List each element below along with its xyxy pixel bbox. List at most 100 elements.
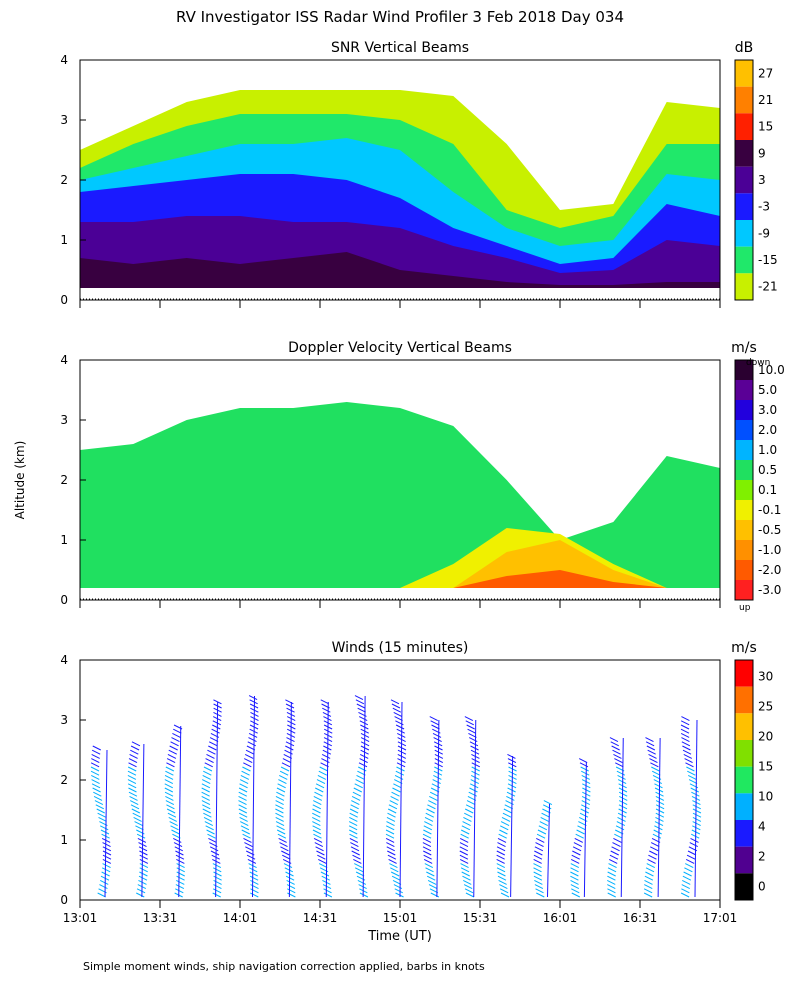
wind-barb [275, 808, 284, 814]
wind-barb [680, 732, 690, 738]
wind-barb [385, 833, 395, 839]
wind-profile [680, 716, 702, 898]
wind-barb [463, 816, 472, 822]
colorbar-bottom-note: up [739, 603, 751, 613]
colorbar-swatch [735, 166, 753, 194]
plot-area [90, 695, 702, 898]
wind-barb [101, 867, 111, 873]
wind-barb [167, 753, 177, 759]
wind-barb [577, 825, 586, 831]
wind-barb [614, 758, 623, 764]
wind-barb [170, 741, 179, 747]
colorbar: dB 27 21 15 9 3 -3 -9 -15 -21 [734, 40, 778, 301]
wind-profile-axis [362, 695, 366, 898]
wind-barb [503, 808, 513, 814]
wind-barb [680, 720, 690, 726]
wind-profile-axis [178, 725, 182, 898]
wind-barb [359, 758, 368, 764]
wind-barb [425, 867, 434, 873]
wind-barb [238, 808, 248, 814]
wind-barb [247, 741, 256, 747]
colorbar-swatch [735, 560, 753, 580]
wind-barb [206, 829, 215, 835]
wind-barb [646, 863, 655, 869]
colorbar-swatch [735, 660, 753, 687]
colorbar-label: -0.1 [758, 503, 781, 517]
wind-barb [650, 842, 660, 848]
wind-barb [423, 850, 432, 856]
wind-barb [165, 766, 175, 772]
wind-profile [201, 699, 222, 898]
wind-barb [459, 842, 469, 848]
wind-barb [240, 774, 250, 780]
wind-barb [685, 762, 694, 768]
panel-3: Winds (15 minutes) 0 1 2 3 4 13:01 13:31 14:01 14… [60, 640, 773, 925]
wind-barb [281, 850, 290, 856]
wind-barb [204, 762, 213, 768]
wind-barb [349, 812, 358, 818]
wind-barb [313, 795, 323, 801]
wind-barb [507, 753, 516, 759]
wind-barb [102, 850, 112, 856]
wind-barb [692, 808, 702, 814]
wind-barb [431, 724, 440, 730]
y-axis-label: Altitude (km) [13, 441, 27, 520]
wind-barb [680, 728, 690, 734]
wind-barb [465, 804, 475, 810]
colorbar-swatch [735, 193, 753, 220]
wind-barb [687, 774, 697, 780]
wind-barb [312, 825, 321, 831]
wind-barb [423, 825, 433, 831]
wind-barb [500, 825, 509, 831]
wind-barb [280, 766, 290, 772]
wind-barb [95, 804, 105, 810]
wind-barb [172, 732, 181, 738]
wind-barb [471, 762, 480, 768]
wind-barb [541, 812, 550, 818]
wind-barb [498, 833, 507, 839]
wind-barb [349, 829, 358, 835]
colorbar-label: -3.0 [758, 583, 781, 597]
wind-barb [174, 846, 184, 852]
wind-barb [466, 800, 476, 806]
wind-barb [534, 884, 544, 890]
wind-profile-axis [215, 701, 219, 898]
wind-barb [581, 770, 590, 776]
colorbar-frame [734, 359, 754, 601]
wind-barb [208, 837, 217, 843]
wind-barb [395, 770, 405, 776]
colorbar-swatch [735, 400, 753, 420]
colorbar-label: 15 [758, 120, 773, 134]
wind-barb [429, 716, 438, 722]
x-tick-label: 15:31 [463, 911, 498, 925]
wind-profile-axis [288, 701, 292, 898]
colorbar-label: 3 [758, 173, 766, 187]
wind-barb [278, 779, 287, 785]
colorbar-label: -15 [758, 253, 778, 267]
colorbar-label: 0.1 [758, 483, 777, 497]
colorbar-label: -21 [758, 280, 778, 294]
wind-barb [533, 863, 542, 869]
wind-barb [608, 863, 617, 869]
wind-barb [356, 774, 365, 780]
wind-barb [275, 795, 285, 801]
wind-barb [207, 833, 216, 839]
colorbar-top-note: down [746, 358, 770, 368]
wind-barb [133, 816, 142, 822]
wind-barb [244, 842, 253, 848]
wind-profile-axis [399, 701, 403, 898]
wind-barb [542, 804, 552, 810]
wind-barb [129, 795, 138, 801]
wind-barb [537, 829, 547, 835]
wind-barb [617, 816, 626, 822]
wind-barb [208, 745, 217, 751]
wind-profile-axis [436, 719, 440, 898]
y-tick-label: 3 [60, 113, 68, 127]
wind-barb [321, 758, 330, 764]
wind-barb [312, 821, 321, 827]
colorbar-swatch [735, 420, 753, 440]
wind-barb [166, 808, 176, 814]
wind-barb [280, 846, 289, 852]
colorbar-swatch [735, 820, 753, 847]
wind-barb [681, 888, 690, 894]
